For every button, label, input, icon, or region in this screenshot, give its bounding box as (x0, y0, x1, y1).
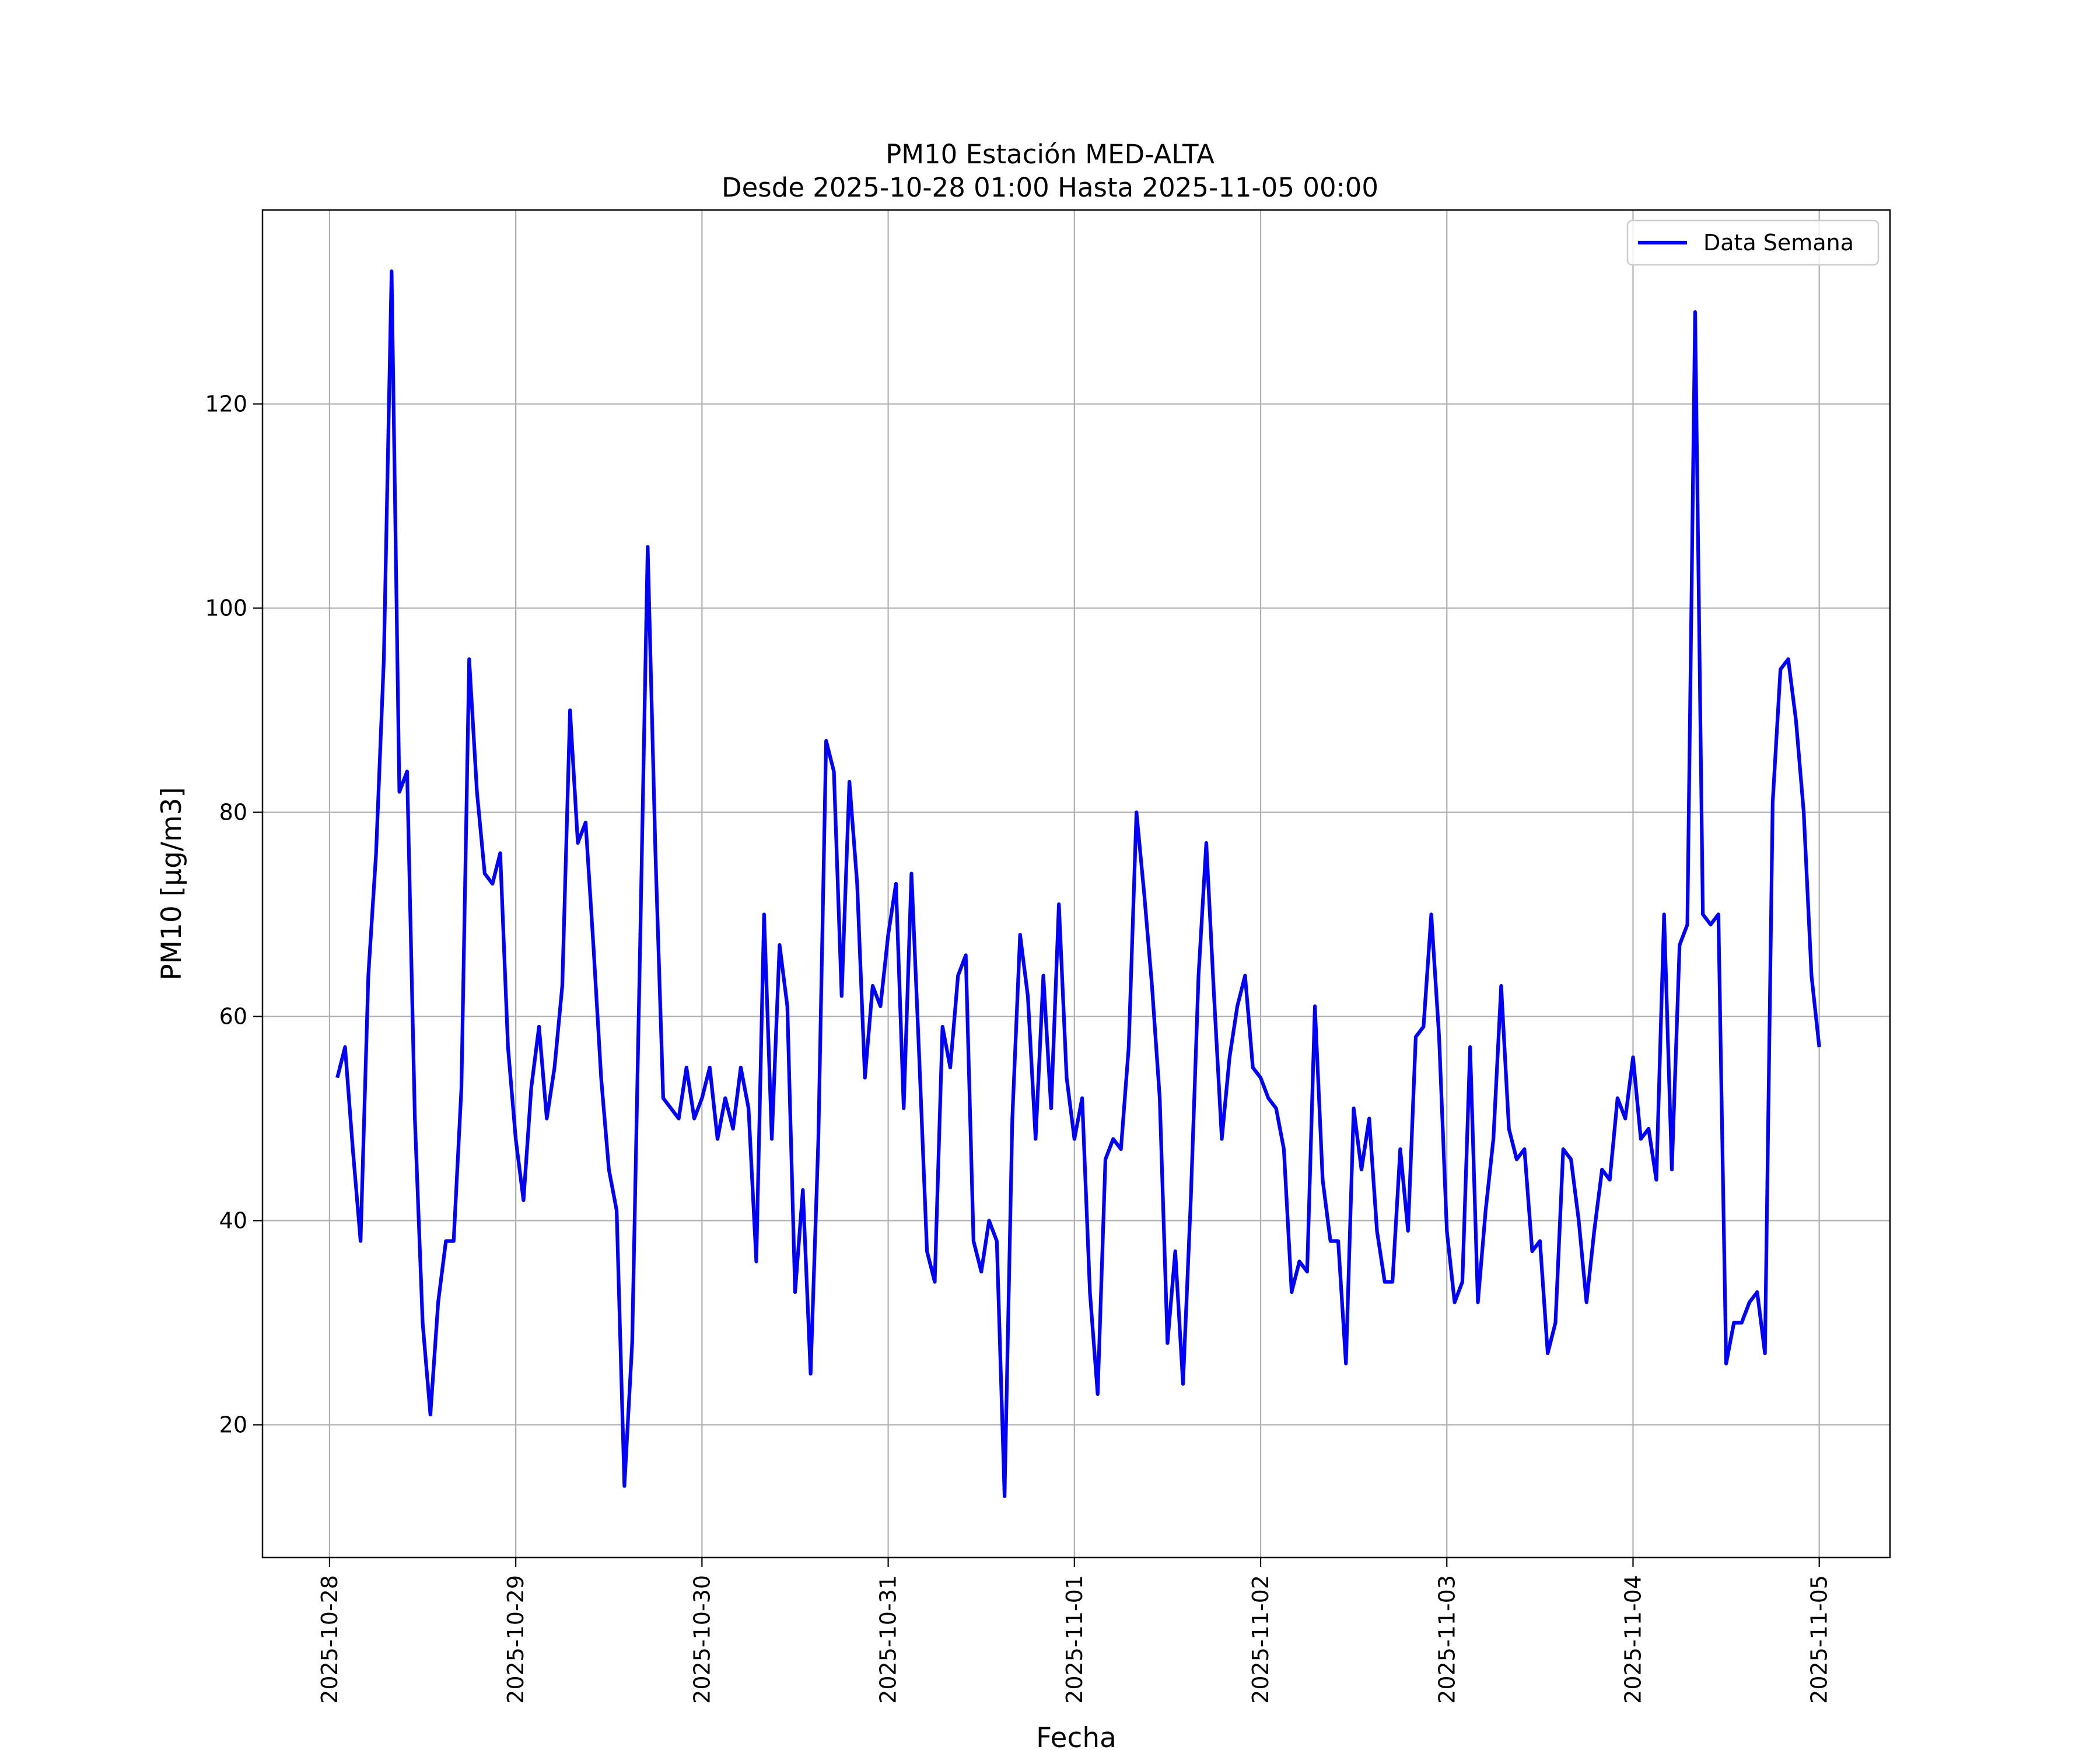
y-tick-label: 120 (205, 391, 247, 417)
x-axis-label: Fecha (1036, 1722, 1116, 1750)
grid-lines (262, 210, 1890, 1558)
chart-title-line-1: PM10 Estación MED-ALTA (886, 139, 1214, 170)
plot-area (335, 269, 1821, 1499)
legend: Data Semana (1626, 219, 1880, 266)
chart-title-line-2: Desde 2025-10-28 01:00 Hasta 2025-11-05 … (722, 172, 1378, 203)
y-tick-label: 20 (219, 1412, 247, 1438)
legend-box (1626, 219, 1880, 266)
y-tick-label: 100 (205, 596, 247, 621)
x-tick-label: 2025-11-01 (1062, 1575, 1087, 1704)
series-line-data-semana (335, 269, 1821, 1499)
x-tick-label: 2025-11-05 (1807, 1575, 1832, 1704)
y-tick-label: 60 (219, 1004, 247, 1030)
x-tick-label: 2025-10-31 (876, 1575, 901, 1704)
x-tick-label: 2025-11-03 (1434, 1575, 1460, 1704)
x-tick-label: 2025-10-28 (317, 1575, 342, 1704)
x-tick-label: 2025-10-30 (689, 1575, 715, 1704)
x-tick-label: 2025-11-04 (1620, 1575, 1646, 1704)
legend-label-data-semana: Data Semana (1703, 230, 1854, 256)
x-tick-label: 2025-11-02 (1248, 1575, 1273, 1704)
y-tick-label: 40 (219, 1208, 247, 1234)
x-tick-label: 2025-10-29 (503, 1575, 528, 1704)
plot-frame (261, 209, 1891, 1559)
axis-ticks: 2025-10-28 2025-10-29 2025-10-30 2025-10-31… (205, 391, 1832, 1704)
y-axis-label: PM10 [μg/m3] (156, 787, 188, 981)
y-tick-label: 80 (219, 800, 247, 825)
